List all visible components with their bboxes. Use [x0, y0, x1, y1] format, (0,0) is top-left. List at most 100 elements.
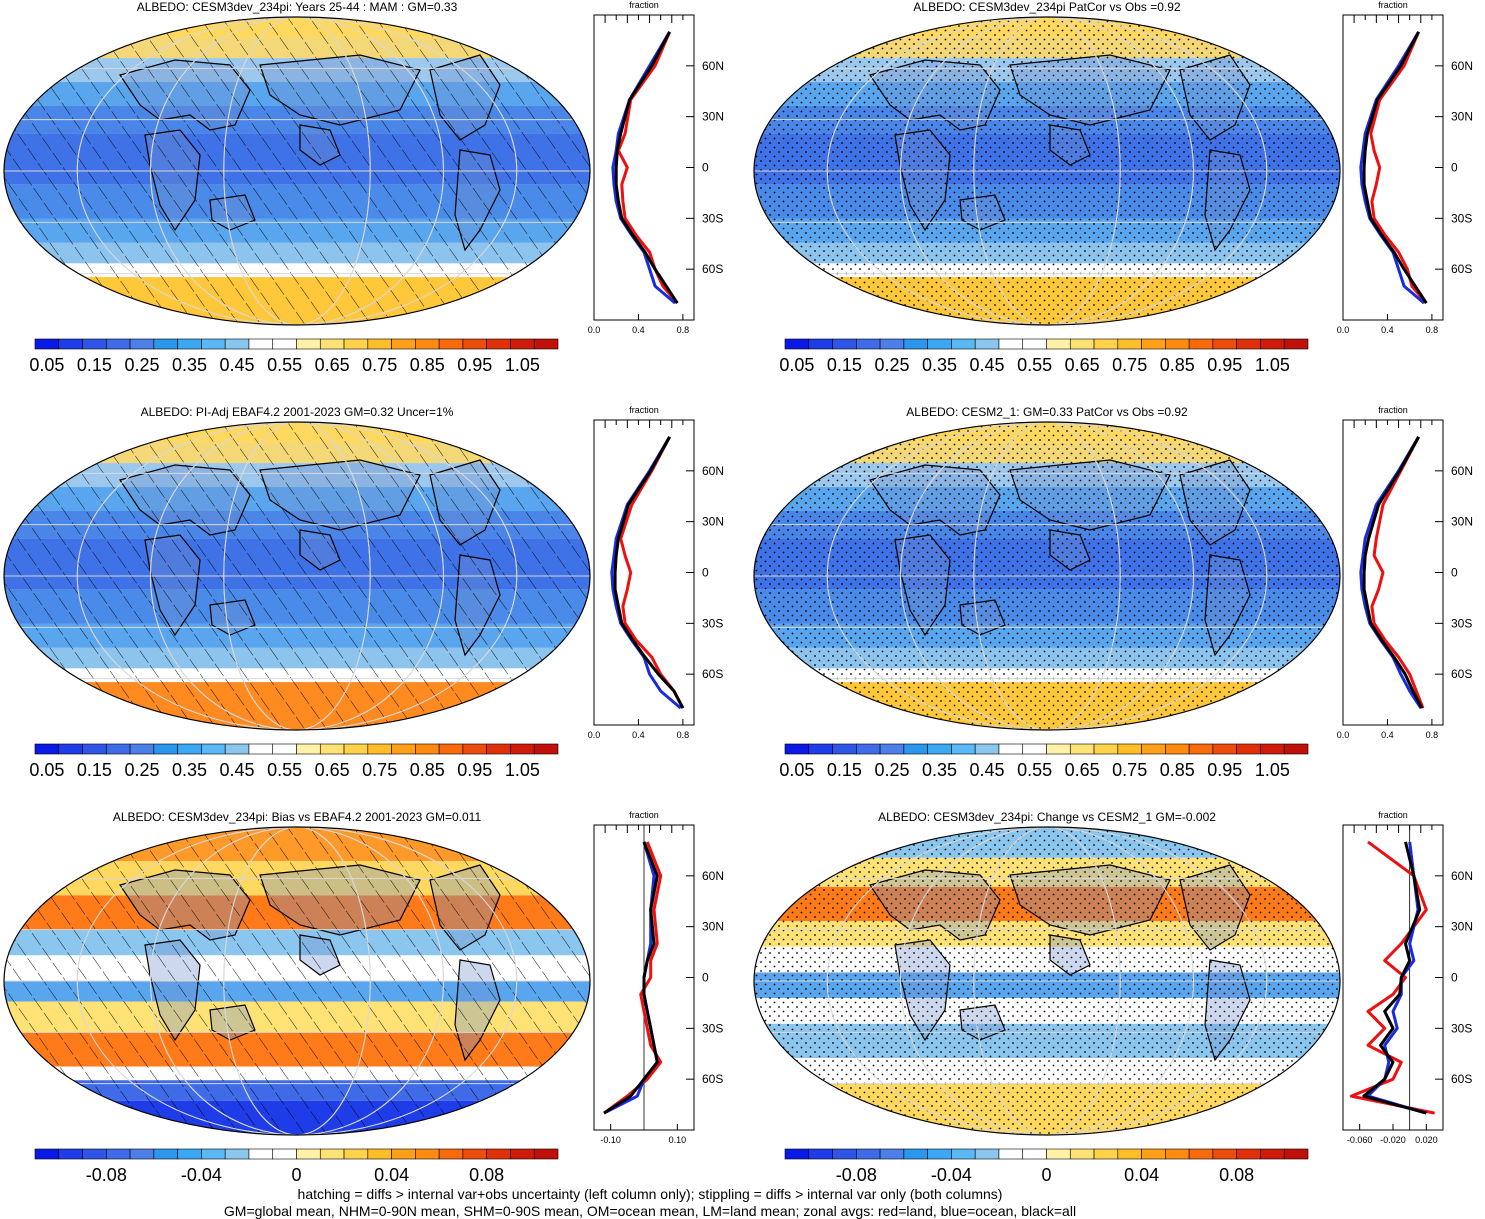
colorbar-label: 0.65 — [315, 355, 350, 375]
panel-5-map — [0, 825, 594, 1137]
colorbar-swatch — [856, 338, 881, 350]
colorbar-swatch — [1165, 1148, 1190, 1160]
colorbar-swatch — [1283, 338, 1309, 350]
colorbar-swatch — [1069, 1148, 1095, 1160]
zonal-ytick-label: 30S — [1451, 1021, 1472, 1035]
colorbar-swatch — [319, 338, 345, 350]
panel-1-zonal-plot: fraction 60N 30N 0 30S 60S 0.0 0.4 0.8 — [588, 0, 739, 336]
colorbar-swatch — [367, 743, 392, 755]
zonal-xtick-label: 0.4 — [632, 325, 645, 335]
colorbar-swatch — [832, 1148, 857, 1160]
footer-note-1: hatching = diffs > internal var+obs unce… — [297, 1186, 1003, 1202]
colorbar-swatch — [82, 338, 107, 350]
colorbar-swatch — [1165, 743, 1190, 755]
colorbar-1: 0.05 0.15 0.25 0.35 0.45 0.55 0.65 0.75 0.85 0.95… — [29, 338, 559, 379]
zonal-ytick-label: 0 — [1451, 161, 1458, 175]
colorbar-swatch — [343, 338, 369, 350]
colorbar-swatch — [927, 338, 952, 350]
zonal-xtick-label: 0.4 — [1381, 730, 1394, 740]
colorbar-label: 0.85 — [1160, 355, 1195, 375]
zonal-ytick-label: 0 — [702, 161, 709, 175]
zonal-series-red — [619, 436, 685, 709]
map-field — [4, 422, 590, 730]
zonal-ytick-label: 60S — [1451, 667, 1472, 681]
colorbar-swatch — [879, 338, 905, 350]
colorbar-swatch — [998, 1148, 1024, 1160]
colorbar-label: 0.55 — [267, 355, 302, 375]
colorbar-swatch — [82, 1148, 107, 1160]
colorbar-swatch — [272, 743, 297, 755]
colorbar-swatch — [974, 1148, 1000, 1160]
colorbar-label: 0.04 — [1124, 1165, 1159, 1185]
colorbar-label: 0.15 — [77, 760, 112, 780]
colorbar-swatch — [1046, 338, 1071, 350]
colorbar-swatch — [1212, 338, 1237, 350]
zonal-ytick-label: 30S — [702, 1021, 723, 1035]
colorbar-label: 0.05 — [779, 355, 814, 375]
zonal-series-red — [603, 841, 663, 1115]
colorbar-label: 0.25 — [874, 760, 909, 780]
colorbar-label: 0.08 — [469, 1165, 504, 1185]
colorbar-swatch — [832, 338, 857, 350]
colorbar-swatch — [784, 338, 810, 350]
panel-2-zonal-plot: fraction 60N 30N 0 30S 60S 0.0 0.4 0.8 — [1337, 0, 1485, 336]
colorbar-swatch — [1236, 338, 1261, 350]
zonal-xtick-label: 0.020 — [1415, 1135, 1438, 1145]
colorbar-swatch — [367, 338, 392, 350]
zonal-title: fraction — [1378, 810, 1408, 820]
zonal-series-black — [1362, 436, 1424, 709]
colorbar-swatch — [106, 338, 131, 350]
colorbar-swatch — [415, 1148, 440, 1160]
zonal-ytick-label: 60N — [702, 464, 724, 478]
zonal-ytick-label: 30N — [702, 515, 724, 529]
colorbar-swatch — [201, 743, 226, 755]
colorbar-swatch — [343, 1148, 369, 1160]
zonal-ytick-label: 0 — [1451, 566, 1458, 580]
colorbar-label: 0.25 — [124, 760, 159, 780]
colorbar-swatch — [391, 1148, 416, 1160]
zonal-xtick-label: 0.4 — [1381, 325, 1394, 335]
colorbar-label: 0.08 — [1219, 1165, 1254, 1185]
colorbar-swatch — [129, 338, 155, 350]
zonal-ytick-label: 30N — [1451, 515, 1473, 529]
footer-note-2: GM=global mean, NHM=0-90N mean, SHM=0-90… — [223, 1203, 1077, 1219]
zonal-ytick-label: 30N — [1451, 110, 1473, 124]
colorbar-swatch — [1212, 743, 1237, 755]
panel-1-title: ALBEDO: CESM3dev_234pi: Years 25-44 : MA… — [136, 0, 458, 14]
colorbar-swatch — [248, 1148, 274, 1160]
colorbar-swatch — [177, 338, 202, 350]
colorbar-swatch — [1022, 1148, 1047, 1160]
panel-4-map — [750, 420, 1344, 732]
colorbar-swatch — [1141, 1148, 1166, 1160]
colorbar-swatch — [248, 743, 274, 755]
panel-4-title: ALBEDO: CESM2_1: GM=0.33 PatCor vs Obs =… — [906, 405, 1188, 419]
colorbar-swatch — [1069, 743, 1095, 755]
colorbar-label: 0.95 — [1207, 355, 1242, 375]
colorbar-swatch — [1093, 338, 1119, 350]
colorbar-label: 0.55 — [267, 760, 302, 780]
colorbar-swatch — [1283, 1148, 1309, 1160]
colorbar-swatch — [784, 743, 810, 755]
colorbar-4: 0.05 0.15 0.25 0.35 0.45 0.55 0.65 0.75 0.85 0.95… — [779, 743, 1309, 784]
colorbar-label: 0.65 — [315, 760, 350, 780]
colorbar-swatch — [1141, 338, 1166, 350]
colorbar-label: 0.04 — [374, 1165, 409, 1185]
colorbar-label: 1.05 — [505, 760, 540, 780]
zonal-xtick-label: 0.4 — [632, 730, 645, 740]
zonal-series-black — [613, 436, 685, 709]
colorbar-label: -0.04 — [931, 1165, 972, 1185]
map-field — [4, 17, 590, 325]
panel-1-map — [0, 15, 594, 327]
colorbar-swatch — [1093, 743, 1119, 755]
panel-5-zonal-plot: fraction 60N 30N 0 30S 60S -0.10 0.10 — [593, 810, 739, 1146]
zonal-ytick-label: 60S — [1451, 262, 1472, 276]
colorbar-swatch — [533, 743, 559, 755]
colorbar-label: 0.05 — [29, 355, 64, 375]
colorbar-swatch — [296, 338, 321, 350]
zonal-xtick-label: 0.8 — [677, 730, 690, 740]
colorbar-swatch — [319, 743, 345, 755]
colorbar-swatch — [34, 1148, 60, 1160]
colorbar-6: -0.08 -0.04 0 0.04 0.08 — [784, 1148, 1309, 1189]
zonal-ytick-label: 30S — [702, 616, 723, 630]
colorbar-swatch — [903, 1148, 928, 1160]
